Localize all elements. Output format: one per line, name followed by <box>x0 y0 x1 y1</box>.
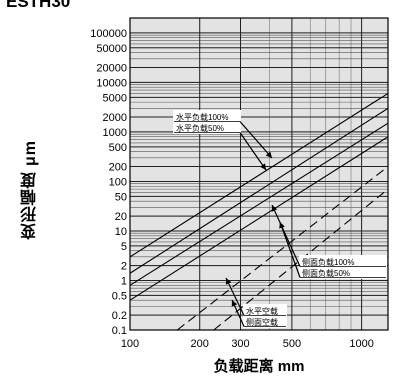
annotation-arrow-h100-head <box>265 151 272 158</box>
y-tick-label: 0.5 <box>112 290 127 302</box>
y-tick-label: 5000 <box>103 92 127 104</box>
figure-title: ESTH30 <box>6 0 71 11</box>
annotation-noload-horizontal: 水平空载 <box>246 306 278 316</box>
annotation-horizontal-100: 水平负载100% <box>176 112 228 122</box>
y-tick-label: 50000 <box>96 43 127 55</box>
x-tick-label: 300 <box>231 338 249 350</box>
series-line-3 <box>129 136 389 301</box>
annotation-box-horizontal <box>173 110 241 134</box>
annotation-arrow-nh <box>225 277 245 316</box>
x-tick-label: 100 <box>121 338 139 350</box>
y-tick-label: 10000 <box>96 77 127 89</box>
annotation-box-side <box>299 255 387 279</box>
annotation-arrow-s50 <box>279 221 301 278</box>
annotation-arrow-nh-head <box>225 278 232 285</box>
annotation-arrow-h50 <box>239 132 267 171</box>
y-tick-label: 100000 <box>90 28 127 40</box>
annotation-arrow-ns-head <box>231 300 238 307</box>
series-line-4 <box>176 166 389 331</box>
x-tick-label: 200 <box>191 338 209 350</box>
series-line-2 <box>129 122 389 286</box>
y-tick-label: 1000 <box>103 127 127 139</box>
annotation-noload-side: 侧面空载 <box>246 317 278 327</box>
y-tick-label: 20 <box>115 211 127 223</box>
annotation-horizontal-50: 水平负载50% <box>176 123 224 133</box>
y-tick-label: 0.2 <box>112 310 127 322</box>
series-line-0 <box>129 92 389 258</box>
y-tick-label: 5 <box>121 241 127 253</box>
y-tick-label: 20000 <box>96 63 127 75</box>
y-tick-label: 50 <box>115 191 127 203</box>
y-tick-label: 0.1 <box>112 325 127 337</box>
annotation-side-50: 侧面负载50% <box>302 268 350 278</box>
y-tick-label: 500 <box>109 142 127 154</box>
annotation-arrow-s100 <box>271 204 301 267</box>
x-tick-label: 1000 <box>349 338 373 350</box>
x-tick-label: 500 <box>283 338 301 350</box>
figure-title-clip: ESTH30 <box>0 0 200 14</box>
plot-background <box>130 18 388 330</box>
y-tick-label: 10 <box>115 226 127 238</box>
series-line-1 <box>129 107 389 274</box>
y-tick-label: 200 <box>109 162 127 174</box>
annotation-arrow-h100 <box>239 121 273 159</box>
y-tick-label: 2 <box>121 261 127 273</box>
y-tick-label: 1 <box>121 275 127 287</box>
annotation-arrow-s50-head <box>279 222 285 229</box>
x-axis-label: 负载距离 mm <box>213 358 305 375</box>
y-tick-label: 2000 <box>103 112 127 124</box>
annotation-box-noload <box>243 304 287 328</box>
annotation-arrow-h50-head <box>260 163 266 170</box>
y-axis-label: 变形幅度 μm <box>22 140 39 240</box>
plot-frame <box>129 17 389 331</box>
y-tick-label: 100 <box>109 176 127 188</box>
annotation-arrow-s100-head <box>271 205 278 212</box>
annotation-side-100: 侧面负载100% <box>302 257 354 267</box>
